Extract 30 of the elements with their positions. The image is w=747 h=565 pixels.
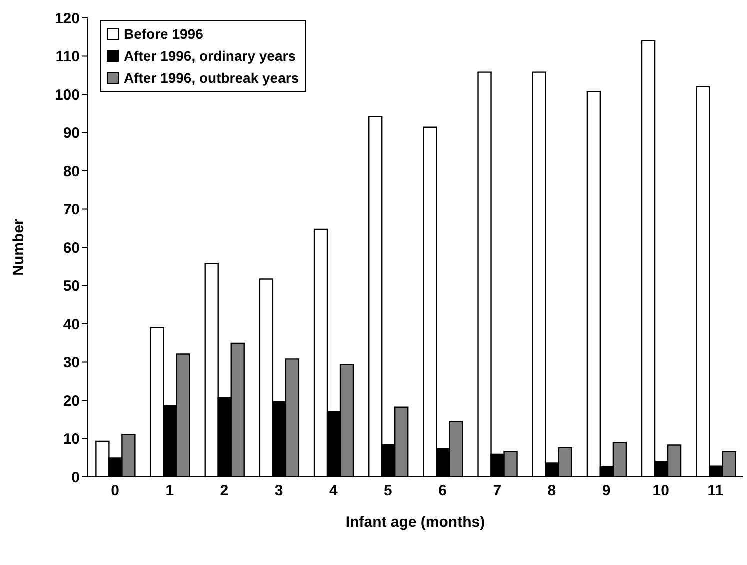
x-tick-label: 9 <box>602 482 611 500</box>
x-tick-label: 3 <box>274 482 284 500</box>
y-tick-label: 30 <box>63 354 80 372</box>
x-tick-label: 1 <box>166 482 174 500</box>
y-tick-label: 110 <box>56 48 80 66</box>
y-tick-label: 120 <box>54 10 80 28</box>
y-tick-label: 10 <box>63 431 80 448</box>
x-tick-label: 4 <box>329 482 338 500</box>
x-tick-label: 6 <box>438 482 447 500</box>
y-tick-label: 60 <box>63 240 80 257</box>
legend-label: After 1996, ordinary years <box>124 48 296 64</box>
legend-label: After 1996, outbreak years <box>124 70 300 86</box>
y-tick-label: 90 <box>63 125 80 142</box>
y-tick-label: 40 <box>63 316 80 334</box>
x-tick-label: 5 <box>384 482 392 500</box>
y-tick-label: 20 <box>63 392 80 410</box>
y-axis-title: Number <box>10 219 28 276</box>
y-tick-label: 80 <box>63 163 80 180</box>
x-tick-label: 8 <box>548 482 556 500</box>
x-tick-label: 7 <box>493 482 502 500</box>
y-tick-label: 50 <box>63 278 80 296</box>
legend-label: Before 1996 <box>124 26 204 42</box>
y-tick-label: 100 <box>54 86 80 104</box>
x-axis-title: Infant age (months) <box>346 514 486 531</box>
x-tick-label: 2 <box>220 482 229 500</box>
x-tick-label: 10 <box>652 482 670 500</box>
x-tick-label: 11 <box>708 482 724 500</box>
y-tick-label: 70 <box>63 202 80 219</box>
y-tick-label: 0 <box>72 469 80 486</box>
x-tick-label: 0 <box>111 482 120 500</box>
